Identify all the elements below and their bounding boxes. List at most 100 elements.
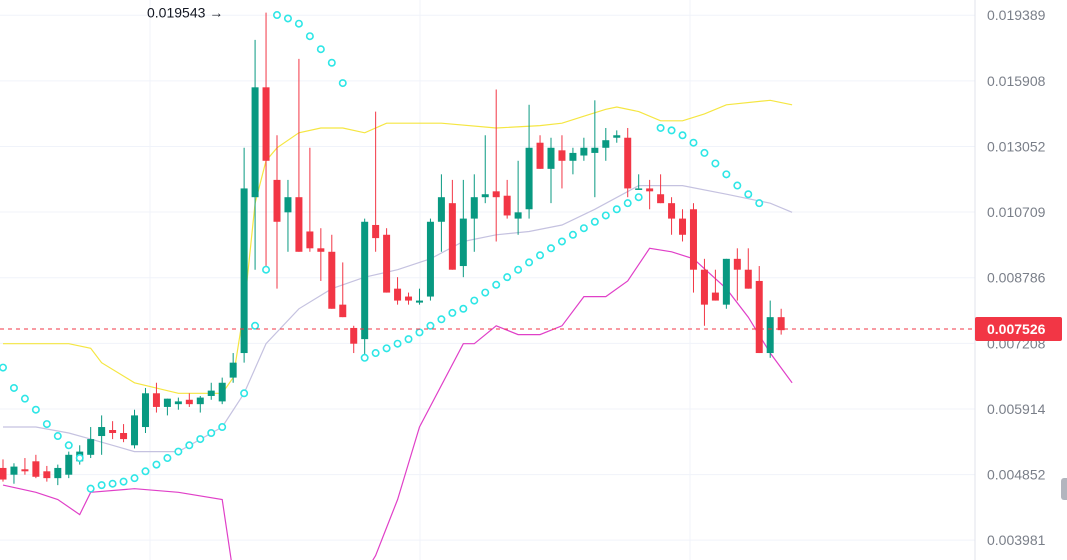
candle-body xyxy=(525,147,533,210)
candle xyxy=(306,147,314,252)
candle-body xyxy=(492,191,500,198)
candle xyxy=(657,174,665,204)
candle-body xyxy=(536,142,544,169)
candle xyxy=(174,397,182,410)
candle-body xyxy=(503,195,511,216)
candle xyxy=(722,258,730,309)
sar-dot xyxy=(722,170,731,179)
candlestick-series xyxy=(0,12,785,486)
candle xyxy=(32,454,40,479)
sar-dot xyxy=(272,11,281,20)
candle xyxy=(481,135,489,204)
sar-dot xyxy=(546,244,555,253)
sar-dot xyxy=(174,447,183,456)
candle-body xyxy=(262,87,270,161)
candle-body xyxy=(207,390,215,396)
sar-dot xyxy=(97,481,106,490)
candle xyxy=(10,463,18,484)
candle-body xyxy=(174,401,182,405)
candle xyxy=(525,104,533,219)
sar-dot xyxy=(634,193,643,202)
sar-dot xyxy=(218,423,227,432)
candle xyxy=(668,197,676,235)
sar-dot xyxy=(426,321,435,330)
candle xyxy=(635,174,643,190)
bollinger-lower-line xyxy=(2,247,793,560)
candle-body xyxy=(711,292,719,301)
candle-body xyxy=(547,147,555,169)
sar-dot xyxy=(678,131,687,140)
sar-dot xyxy=(360,353,369,362)
candle-body xyxy=(580,147,588,156)
candle-body xyxy=(152,393,160,407)
sar-dot xyxy=(623,199,632,208)
candle-body xyxy=(141,393,149,428)
sar-dot xyxy=(557,237,566,246)
sar-dot xyxy=(755,199,764,208)
candle xyxy=(613,130,621,143)
candle xyxy=(185,393,193,407)
sar-dot xyxy=(700,148,709,157)
candle-body xyxy=(394,288,402,301)
candle xyxy=(109,421,117,440)
candle-body xyxy=(733,258,741,270)
candle-body xyxy=(339,304,347,318)
candle xyxy=(207,382,215,400)
candle-body xyxy=(602,140,610,148)
sar-dot xyxy=(294,19,303,28)
sar-dot xyxy=(185,441,194,450)
sar-dot xyxy=(108,479,117,488)
candle-body xyxy=(624,137,632,189)
sar-dot xyxy=(152,460,161,469)
sar-dot xyxy=(470,296,479,305)
sar-dot xyxy=(514,265,523,274)
candle xyxy=(131,409,139,449)
sar-dot xyxy=(163,454,172,463)
candle-body xyxy=(481,194,489,198)
candle xyxy=(196,395,204,413)
candle xyxy=(295,58,303,252)
candle-body xyxy=(448,203,456,270)
candle-body xyxy=(251,87,259,198)
candle xyxy=(514,160,522,235)
candle xyxy=(350,325,358,354)
candle-body xyxy=(109,430,117,434)
sar-dot xyxy=(612,205,621,214)
price-scale-handle[interactable] xyxy=(1061,478,1067,500)
sar-dot xyxy=(251,321,260,330)
candle-body xyxy=(558,150,566,161)
sar-dot xyxy=(53,432,62,441)
candle xyxy=(65,451,73,479)
sar-dot xyxy=(86,484,95,493)
candle xyxy=(328,234,336,309)
sar-dot xyxy=(130,474,139,483)
price-axis-label: 0.015908 xyxy=(987,73,1046,89)
sar-dot xyxy=(393,339,402,348)
candle xyxy=(437,174,445,252)
candle xyxy=(689,203,697,293)
candle xyxy=(339,262,347,318)
sar-dot xyxy=(305,32,314,41)
candle xyxy=(580,137,588,161)
price-axis-label: 0.005914 xyxy=(987,401,1046,417)
candle xyxy=(569,147,577,175)
candle xyxy=(733,248,741,301)
sar-dot xyxy=(503,273,512,282)
candle xyxy=(251,39,259,270)
candle xyxy=(492,89,500,242)
candle-body xyxy=(295,197,303,252)
price-axis-label: 0.004852 xyxy=(987,467,1046,483)
candle-body xyxy=(98,427,106,437)
price-axis-labels: 0.019389 0.015908 0.013052 0.010709 0.008786… xyxy=(987,7,1046,548)
sar-dot xyxy=(64,441,73,450)
price-axis-label: 0.019389 xyxy=(987,7,1046,23)
candle-body xyxy=(777,317,785,331)
candle-body xyxy=(87,439,95,455)
candle-body xyxy=(328,251,336,309)
candle xyxy=(87,427,95,459)
candle-body xyxy=(185,399,193,405)
candle-body xyxy=(459,218,467,267)
sar-dot xyxy=(196,435,205,444)
candle xyxy=(624,127,632,198)
